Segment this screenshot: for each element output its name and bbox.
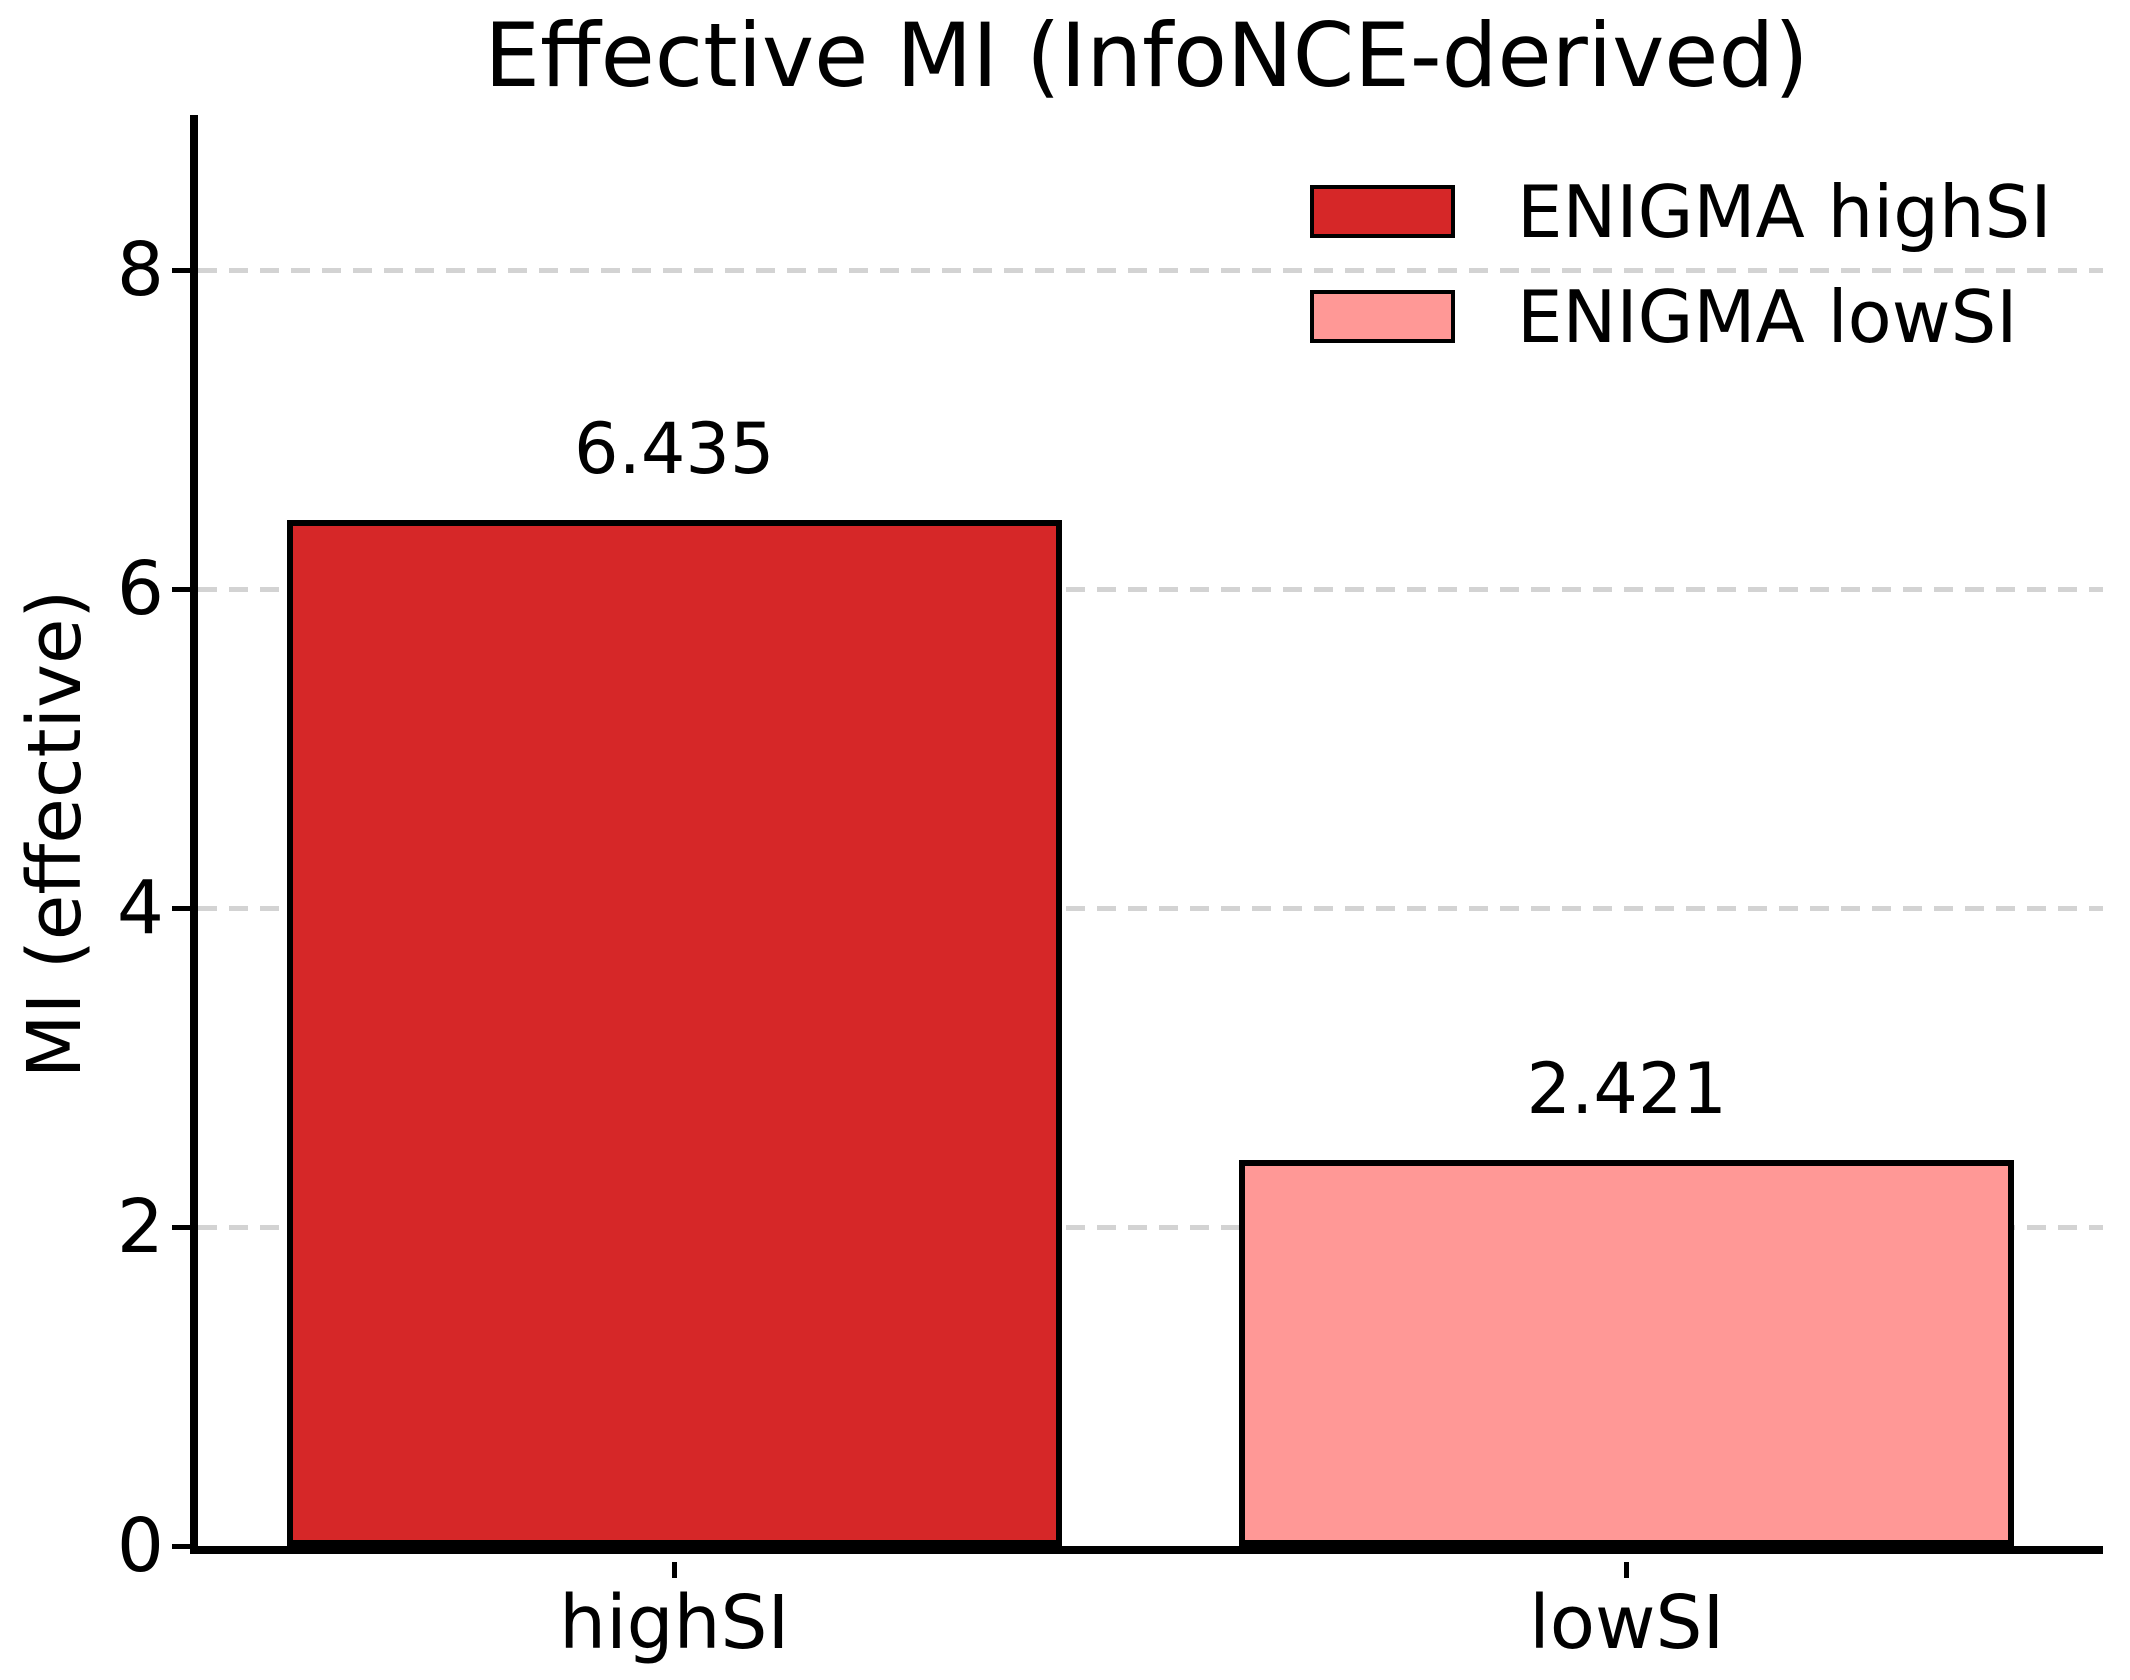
plot-area: 6.435 2.421 (190, 115, 2103, 1554)
x-tick-label-lowSI: lowSI (1529, 1580, 1725, 1666)
x-tick-lowSI (1624, 1562, 1630, 1578)
bar-highSI (286, 519, 1062, 1546)
legend-swatch-0 (1310, 185, 1455, 238)
y-tick-label-2: 2 (116, 1184, 164, 1270)
bar-value-label-lowSI: 2.421 (1526, 1047, 1727, 1130)
gridline-y-4 (198, 905, 2103, 911)
y-axis-label: MI (effective) (12, 589, 98, 1079)
bar-lowSI (1239, 1159, 2015, 1546)
legend-entry-1: ENIGMA lowSI (1310, 281, 2052, 353)
legend: ENIGMA highSI ENIGMA lowSI (1310, 176, 2052, 395)
y-tick-0 (172, 1543, 190, 1549)
x-tick-highSI (671, 1562, 677, 1578)
y-tick-4 (172, 905, 190, 911)
y-tick-label-8: 8 (116, 227, 164, 313)
gridline-y-2 (198, 1224, 2103, 1230)
legend-swatch-1 (1310, 290, 1455, 343)
y-tick-label-0: 0 (116, 1503, 164, 1589)
y-tick-label-4: 4 (116, 865, 164, 951)
gridline-y-8 (198, 267, 2103, 273)
bar-value-label-highSI: 6.435 (574, 407, 775, 490)
legend-entry-0: ENIGMA highSI (1310, 176, 2052, 248)
chart-title: Effective MI (InfoNCE-derived) (484, 4, 1809, 107)
y-tick-2 (172, 1224, 190, 1230)
y-tick-8 (172, 267, 190, 273)
legend-label-0: ENIGMA highSI (1517, 169, 2052, 254)
legend-label-1: ENIGMA lowSI (1517, 274, 2018, 359)
x-tick-label-highSI: highSI (559, 1580, 790, 1666)
y-tick-label-6: 6 (116, 546, 164, 632)
y-tick-6 (172, 586, 190, 592)
gridline-y-6 (198, 586, 2103, 592)
